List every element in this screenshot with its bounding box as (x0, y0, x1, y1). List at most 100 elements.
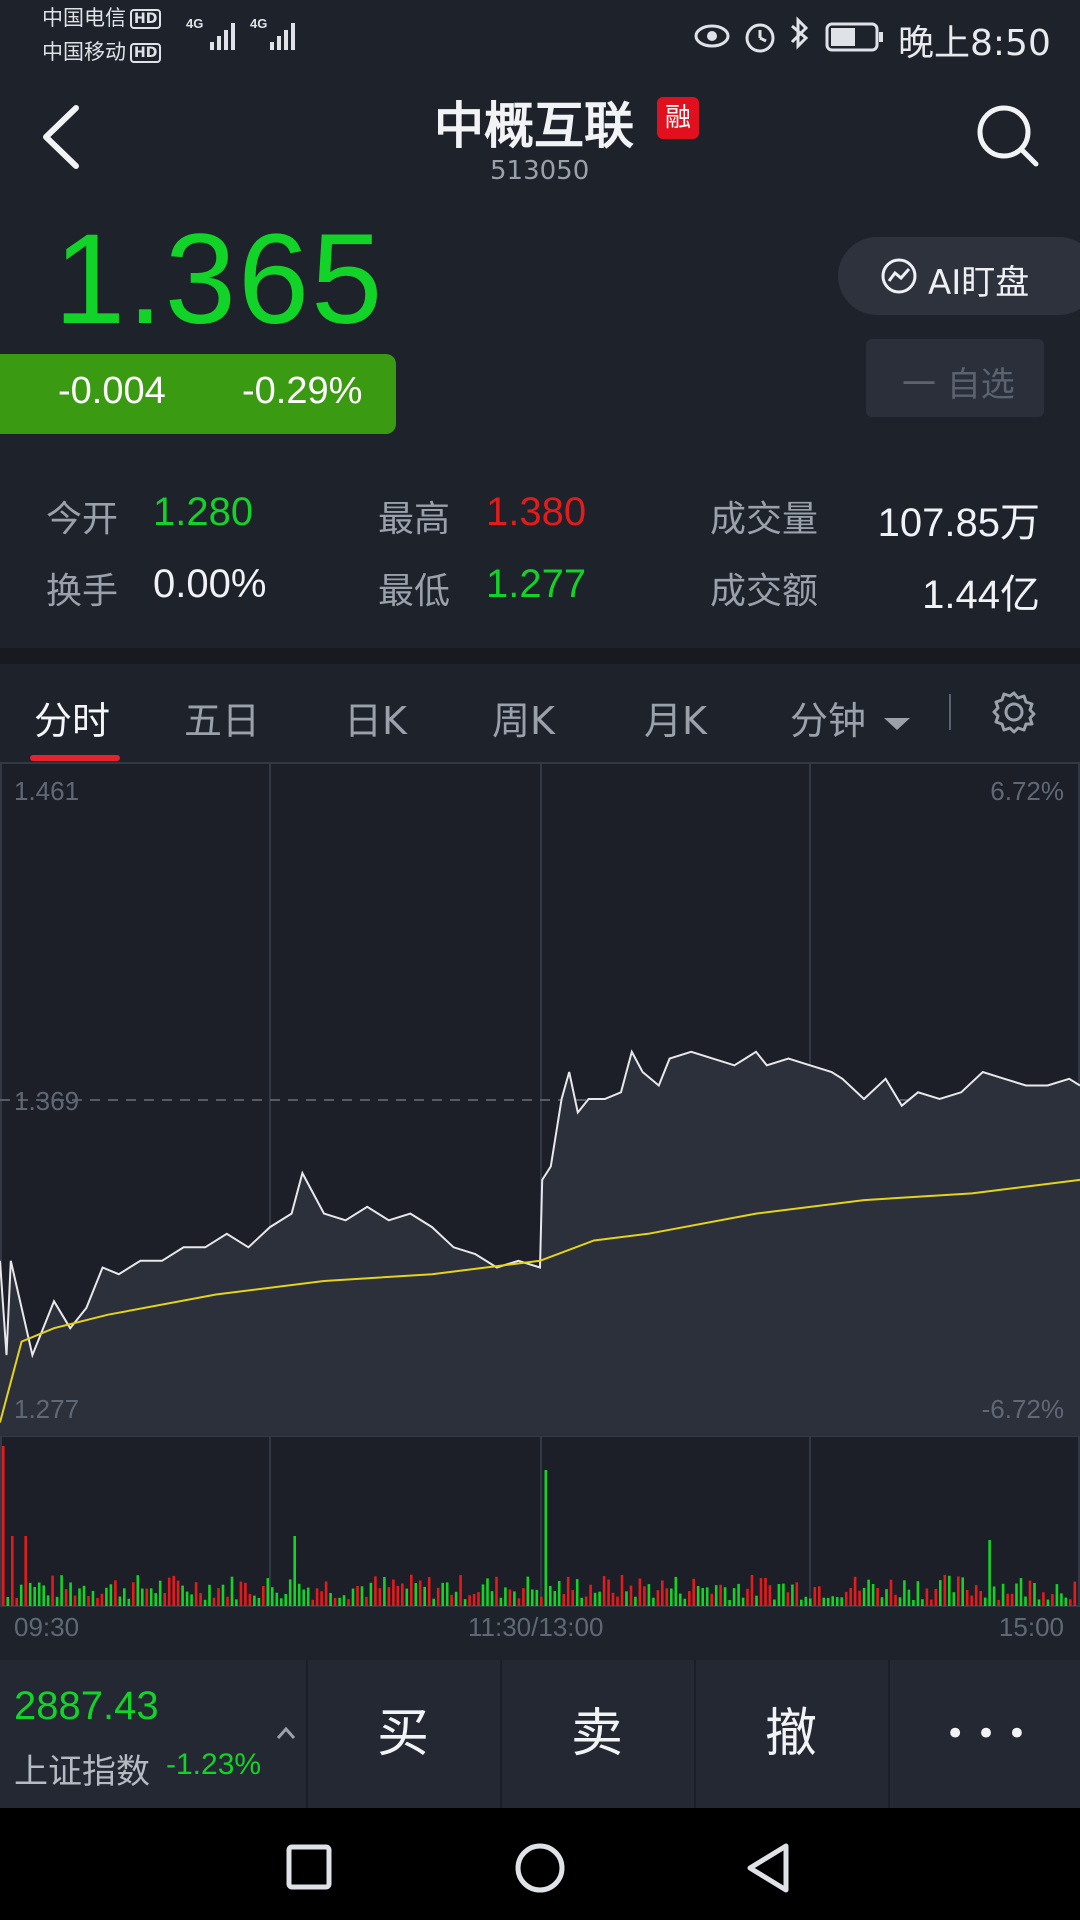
volume-bar (42, 1585, 45, 1606)
tab-minute[interactable]: 分钟 (790, 690, 911, 745)
volume-bar (889, 1579, 893, 1606)
volume-bar (750, 1575, 754, 1606)
volume-bar (665, 1588, 669, 1606)
signal-icon: 4G 4G (186, 16, 295, 50)
volume-bar (965, 1590, 969, 1606)
volume-bar (961, 1577, 964, 1606)
volume-bar (970, 1595, 973, 1606)
volume-bar (149, 1588, 153, 1606)
volume-bar (414, 1583, 418, 1606)
volume-bar (275, 1592, 279, 1606)
stock-code: 513050 (490, 156, 590, 186)
volume-bar (629, 1585, 633, 1606)
volume-bar (1051, 1594, 1054, 1606)
volume-bar (647, 1584, 651, 1606)
volume-bar (96, 1597, 99, 1606)
back-icon[interactable] (40, 104, 84, 170)
volume-bar (773, 1599, 776, 1606)
volume-bar (33, 1587, 36, 1606)
volume-bar (100, 1593, 104, 1606)
volume-bar (1046, 1599, 1050, 1606)
index-pct: -1.23% (166, 1748, 262, 1781)
volume-bar (1010, 1593, 1014, 1606)
clock: 晚上8:50 (898, 23, 1051, 64)
volume-bar (185, 1591, 189, 1606)
volume-bar (441, 1582, 444, 1606)
current-price: 1.365 (54, 208, 385, 351)
index-ticker[interactable]: 2887.43 上证指数 -1.23% (0, 1660, 306, 1808)
volume-bar (557, 1581, 561, 1606)
volume-bar (826, 1597, 830, 1606)
volume-bar (293, 1536, 296, 1606)
home-icon[interactable] (514, 1842, 566, 1894)
more-button[interactable]: • • • (888, 1660, 1080, 1808)
back-nav-icon[interactable] (744, 1842, 792, 1894)
volume-bar (132, 1582, 135, 1606)
ai-watch-button[interactable]: AI盯盘 (838, 237, 1080, 315)
search-icon[interactable] (976, 104, 1040, 168)
volume-bar (800, 1599, 803, 1606)
volume-bar (55, 1596, 59, 1606)
volume-bar (948, 1575, 951, 1606)
volume-bar (701, 1588, 704, 1606)
volume-bar (835, 1597, 839, 1606)
volume-bar (849, 1588, 852, 1606)
volume-bar (418, 1580, 422, 1606)
volume-bar (611, 1592, 615, 1606)
carrier-1: 中国电信 HD (42, 4, 162, 32)
gear-icon[interactable] (992, 690, 1036, 734)
volume-bar (141, 1588, 144, 1606)
tab-intraday[interactable]: 分时 (34, 699, 111, 743)
pct-min-label: -6.72% (981, 1394, 1064, 1424)
tab-monthly-k[interactable]: 月K (644, 699, 707, 743)
volume-bar (683, 1598, 687, 1606)
margin-badge: 融 (657, 97, 699, 139)
volume-bar (436, 1587, 440, 1606)
volume-bar (974, 1585, 978, 1606)
volume-bar (504, 1587, 507, 1606)
volume-bar (401, 1583, 404, 1606)
volume-bar (230, 1576, 234, 1606)
chevron-up-icon (276, 1726, 296, 1739)
volume-bar (593, 1592, 597, 1606)
price-change: -0.004 (58, 370, 166, 412)
cancel-order-button[interactable]: 撤 (694, 1660, 886, 1808)
volume-bar (338, 1597, 341, 1606)
remove-watchlist-button[interactable]: 一 自选 (866, 339, 1044, 417)
volume-bar (459, 1575, 462, 1606)
volume-bar (1028, 1580, 1032, 1606)
volume-bar (28, 1582, 32, 1606)
volume-bar (540, 1596, 543, 1606)
price-line (0, 1049, 1080, 1359)
recent-apps-icon[interactable] (286, 1844, 332, 1890)
volume-bar (432, 1598, 435, 1606)
volume-bar (876, 1588, 879, 1606)
volume-bar (921, 1599, 924, 1606)
tab-weekly-k[interactable]: 周K (492, 699, 555, 743)
tab-five-day[interactable]: 五日 (184, 699, 261, 743)
hd-badge: HD (130, 43, 162, 63)
volume-label: 成交量 (710, 499, 819, 540)
volume-bar (351, 1588, 355, 1606)
volume-bar (315, 1588, 319, 1606)
status-bar: 中国电信 HD 中国移动 HD 4G 4G 晚上8:50 (0, 0, 1080, 70)
volume-bar (19, 1584, 23, 1606)
volume-bar (831, 1596, 834, 1606)
volume-bar (490, 1591, 494, 1606)
volume-bar (544, 1470, 548, 1606)
volume-bar (266, 1578, 270, 1606)
buy-button[interactable]: 买 (306, 1660, 498, 1808)
intraday-chart (0, 762, 1080, 1660)
volume-bar (822, 1597, 826, 1606)
volume-bar (423, 1586, 426, 1606)
x-mid-label: 11:30/13:00 (468, 1612, 604, 1642)
volume-bar (531, 1589, 534, 1606)
volume-bar (329, 1593, 332, 1606)
volume-bar (248, 1594, 252, 1606)
volume-bar (670, 1588, 673, 1606)
sell-button[interactable]: 卖 (500, 1660, 692, 1808)
turnover-value: 0.00% (153, 562, 267, 606)
tab-daily-k[interactable]: 日K (344, 699, 407, 743)
volume-bar (302, 1589, 305, 1606)
volume-bar (445, 1582, 449, 1606)
